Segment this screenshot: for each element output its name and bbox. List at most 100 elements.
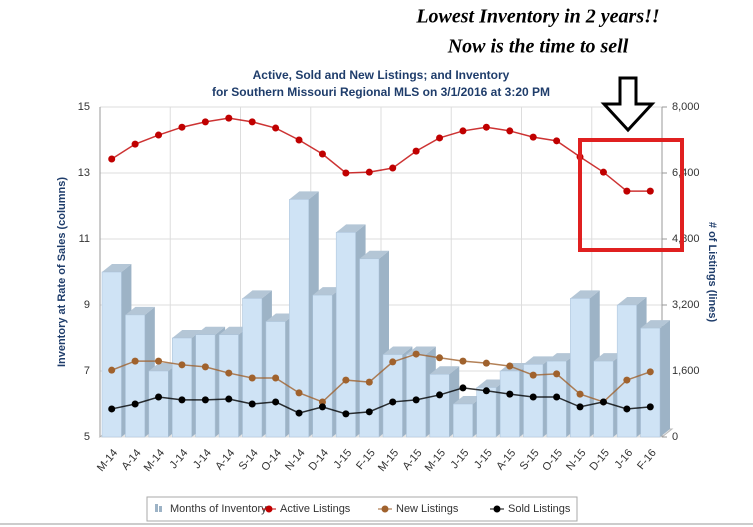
line-point [646,187,654,195]
line-point [201,396,209,404]
line-point [623,405,631,413]
bar-top [148,363,179,371]
line-point [646,368,654,376]
line-point [436,134,444,142]
line-point [248,118,256,126]
line-point [272,374,280,382]
bar [476,387,497,438]
bar [523,364,544,438]
line-point [482,123,490,131]
bar [382,354,403,438]
line-point [365,408,373,416]
bar [218,334,239,438]
line-point [436,391,444,399]
line [111,353,651,403]
bar-top [242,290,272,299]
highlight-box [578,138,684,252]
bar-top [523,356,553,365]
line-point [599,398,607,406]
y-tick-label: 5 [84,431,90,443]
y2-tick-label: 8,000 [672,101,700,113]
line-point [155,131,163,139]
line-point [225,114,233,122]
line-point [482,359,490,367]
bar-top [570,290,600,299]
bar-top [289,191,319,200]
bar [406,354,427,438]
bar [335,232,356,438]
line-point [365,378,373,386]
line-point [318,403,326,411]
bar [289,199,310,438]
legend-swatch [155,504,158,512]
line-point [506,127,514,135]
line-point [201,363,209,371]
legend [146,496,578,522]
line-point [529,393,537,401]
line-point [389,164,397,172]
line-point [201,118,209,126]
legend-marker [493,505,501,513]
y-axis-label: Inventory at Rate of Sales (columns) [56,177,68,367]
y-tick-label: 11 [79,233,90,245]
bar [101,271,122,438]
line-point [155,357,163,365]
bar-top [429,366,460,375]
line-point [459,127,467,135]
bar-side [660,320,670,437]
line [111,387,651,415]
line-point [553,393,561,401]
chart-title: Active, Sold and New Listings; and Inven… [253,68,510,82]
bar-top [265,313,296,322]
chart-subtitle: for Southern Missouri Regional MLS on 3/… [212,85,550,99]
y-tick-label: 13 [78,167,90,179]
bar-top [172,330,202,338]
line-point [576,390,584,398]
line [111,117,651,192]
line-point [272,398,280,406]
line-point [178,396,186,404]
arrow [600,76,656,133]
bar-top [500,363,530,371]
line-point [295,409,303,417]
bar [148,370,169,438]
bar-top [359,250,389,259]
line-point [553,137,561,145]
y2-tick-label: 3,200 [672,299,700,311]
y2-tick-label: 4,800 [672,233,700,245]
line-point [225,395,233,403]
line-point [248,374,256,382]
line-point [529,133,537,141]
line-point [295,389,303,397]
line-point [342,410,350,418]
line-point [108,405,116,413]
y-tick-label: 9 [84,299,90,311]
bar-top [383,346,413,355]
line-point [529,371,537,379]
y2-axis-label: # of Listings (lines) [706,222,718,323]
y2-tick-label: 0 [672,431,678,443]
y2-tick-label: 6,400 [672,167,700,179]
line-point [459,384,467,392]
bar-top [195,326,226,335]
line-point [646,403,654,411]
legend-label: Active Listings [280,503,351,515]
bar [616,304,637,438]
line-point [506,390,514,398]
line-point [389,358,397,366]
line-point [155,393,163,401]
line-point [365,168,373,176]
line-point [623,187,631,195]
y-tick-label: 7 [84,365,90,377]
bar-top [617,297,647,305]
bar [195,334,216,438]
line-point [436,354,444,362]
line-point [131,357,139,365]
bar-top [219,326,249,335]
line-point [318,398,326,406]
bar-top [102,264,132,272]
bar-top [476,379,507,388]
bar-top [336,224,366,233]
line-point [412,350,420,358]
